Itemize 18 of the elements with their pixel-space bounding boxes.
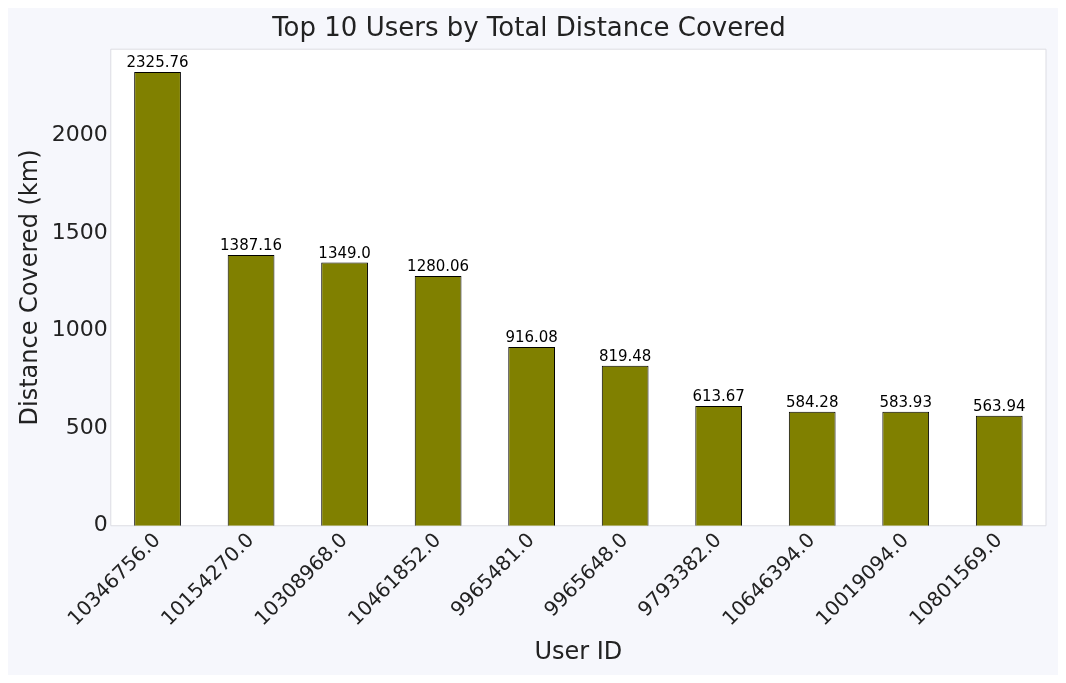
data-label: 613.67	[692, 387, 745, 406]
data-label: 584.28	[785, 393, 839, 412]
data-label: 563.94	[972, 397, 1026, 416]
data-label: 916.08	[505, 328, 558, 347]
y-tick-label: 2000	[51, 121, 108, 147]
data-label: 1280.06	[407, 257, 470, 276]
y-axis-title: Distance Covered (km)	[14, 149, 43, 426]
x-axis-title: User ID	[534, 636, 623, 665]
data-label: 583.93	[879, 393, 932, 412]
y-tick-label: 1000	[51, 316, 108, 342]
data-label: 1349.0	[318, 243, 371, 262]
data-label: 819.48	[598, 347, 652, 366]
data-label: 1387.16	[220, 236, 283, 255]
y-tick-label: 0	[93, 511, 108, 537]
y-tick-label: 500	[65, 413, 108, 439]
y-tick-label: 1500	[51, 218, 108, 244]
data-label: 2325.76	[126, 53, 189, 72]
chart-title: Top 10 Users by Total Distance Covered	[271, 12, 786, 43]
